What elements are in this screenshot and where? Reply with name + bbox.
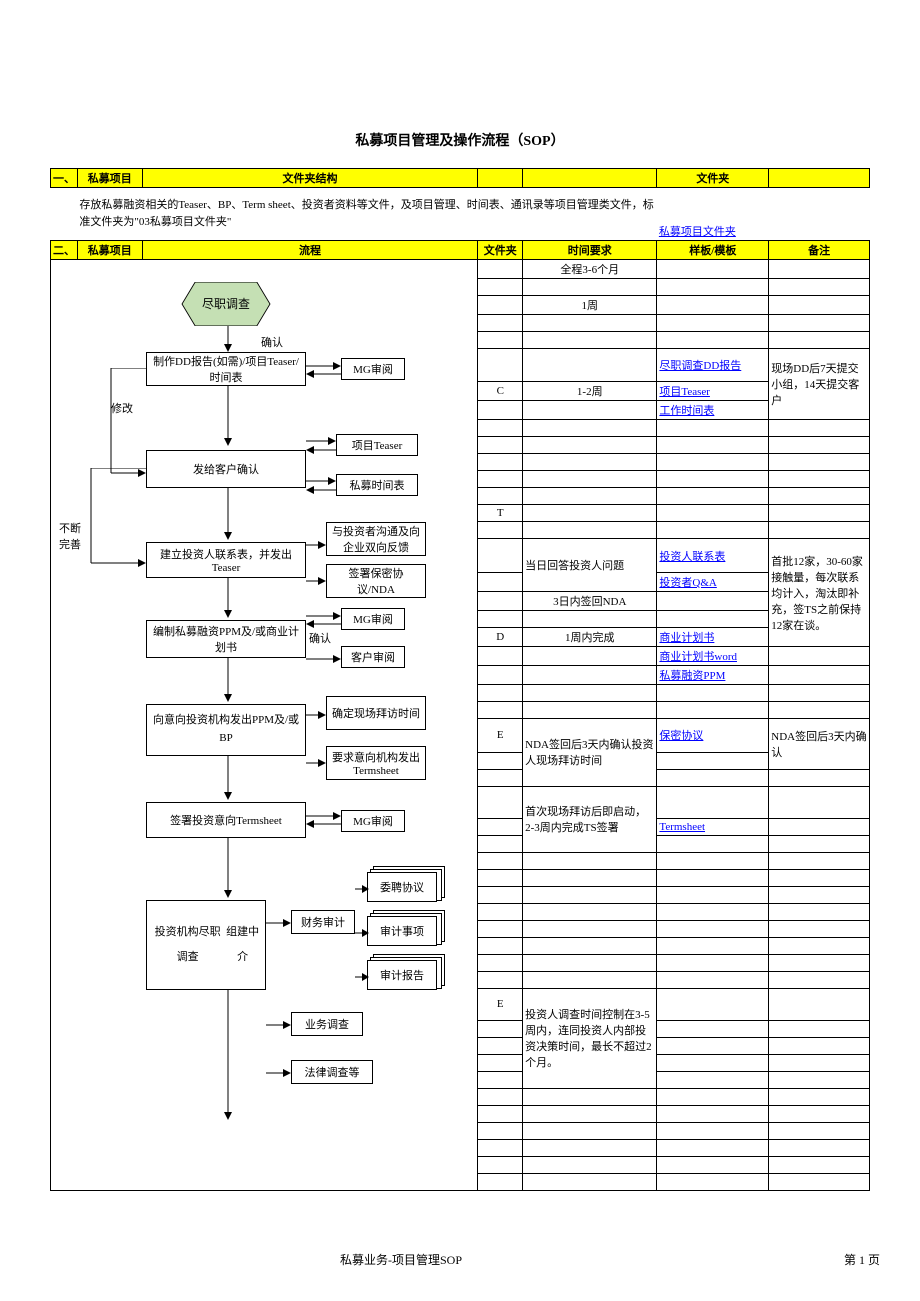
folder-c: C (478, 382, 523, 401)
folder-e2: E (478, 988, 523, 1020)
s1-desc: 存放私募融资相关的Teaser、BP、Term sheet、投资者资料等文件，及… (77, 188, 657, 241)
s1-right: 文件夹 (657, 169, 769, 188)
time-r1: 全程3-6个月 (523, 259, 657, 278)
link-bp-word[interactable]: 商业计划书word (659, 651, 737, 663)
link-dd-report[interactable]: 尽职调查DD报告 (659, 360, 741, 372)
s1-center: 文件夹结构 (142, 169, 478, 188)
s2-remark: 备注 (769, 240, 870, 259)
time-r14: 首次现场拜访后即启动，2-3周内完成TS签署 (523, 786, 657, 852)
s2-template: 样板/模板 (657, 240, 769, 259)
lbl-confirm2: 确认 (309, 630, 331, 646)
link-investor-qa[interactable]: 投资者Q&A (659, 577, 716, 589)
remark-r7: 首批12家，30-60家接触量，每次联系均计入，淘汰即补充，签TS之前保持12家… (769, 539, 870, 647)
s1-blank3 (769, 169, 870, 188)
box-audit-items: 审计事项 (367, 916, 437, 946)
time-r7: 当日回答投资人问题 (523, 539, 657, 592)
box-mg-review1: MG审阅 (341, 358, 405, 380)
time-r13: NDA签回后3天内确认投资人现场拜访时间 (523, 719, 657, 787)
link-schedule[interactable]: 工作时间表 (659, 405, 714, 417)
s2-flow: 流程 (142, 240, 478, 259)
link-bp[interactable]: 商业计划书 (659, 632, 714, 644)
lbl-confirm1: 确认 (261, 334, 283, 350)
box-fin-audit: 财务审计 (291, 910, 355, 934)
s2-label: 私募项目 (77, 240, 142, 259)
time-r9: 3日内签回NDA (523, 592, 657, 611)
footer-left: 私募业务-项目管理SOP (340, 1251, 462, 1268)
box-invest-comm: 与投资者沟通及向企业双向反馈 (326, 522, 426, 556)
link-teaser[interactable]: 项目Teaser (659, 386, 710, 398)
s2-time: 时间要求 (523, 240, 657, 259)
box-pe-schedule: 私募时间表 (336, 474, 418, 496)
link-termsheet[interactable]: Termsheet (659, 821, 705, 833)
box-client-review: 客户审阅 (341, 646, 405, 668)
box-send-ppm: 向意向投资机构发出PPM及/或BP (146, 704, 306, 756)
box-req-ts: 要求意向机构发出Termsheet (326, 746, 426, 780)
time-r4: 1-2周 (523, 382, 657, 401)
link-ppm[interactable]: 私募融资PPM (659, 670, 725, 682)
box-send-client: 发给客户确认 (146, 450, 306, 488)
s1-label: 私募项目 (77, 169, 142, 188)
link-investor-list[interactable]: 投资人联系表 (659, 551, 725, 563)
remark-r13: NDA签回后3天内确认 (769, 719, 870, 770)
box-build-list: 建立投资人联系表，并发出Teaser (146, 542, 306, 578)
box-invest-dd: 投资机构尽职调查 组建中介 (146, 900, 266, 990)
link-nda[interactable]: 保密协议 (659, 730, 703, 742)
box-sign-ts: 签署投资意向Termsheet (146, 802, 306, 838)
box-mg-review3: MG审阅 (341, 810, 405, 832)
hex-dd: 尽职调查 (181, 282, 271, 326)
box-legal-dd: 法律调查等 (291, 1060, 373, 1084)
flowchart-cell: 尽职调查 确认 制作DD报告(如需)/项目Teaser/时间表 MG审阅 修改 (51, 259, 478, 1190)
folder-e1: E (478, 719, 523, 753)
s2-num: 二、 (51, 240, 78, 259)
box-dd-report: 制作DD报告(如需)/项目Teaser/时间表 (146, 352, 306, 386)
time-r10: 1周内完成 (523, 628, 657, 647)
page-title: 私募项目管理及操作流程（SOP） (50, 130, 870, 150)
box-biz-dd: 业务调查 (291, 1012, 363, 1036)
time-r2: 1周 (523, 295, 657, 314)
s2-folder: 文件夹 (478, 240, 523, 259)
box-engage: 委聘协议 (367, 872, 437, 902)
s1-blank1 (478, 169, 523, 188)
main-table: 一、 私募项目 文件夹结构 文件夹 存放私募融资相关的Teaser、BP、Ter… (50, 168, 870, 1191)
footer-right: 第 1 页 (844, 1251, 880, 1268)
box-sign-nda: 签署保密协议/NDA (326, 564, 426, 598)
folder-d: D (478, 628, 523, 647)
box-mg-review2: MG审阅 (341, 608, 405, 630)
folder-t: T (478, 505, 523, 522)
s1-num: 一、 (51, 169, 78, 188)
box-confirm-visit: 确定现场拜访时间 (326, 696, 426, 730)
box-audit-report: 审计报告 (367, 960, 437, 990)
box-proj-teaser: 项目Teaser (336, 434, 418, 456)
s1-blank2 (523, 169, 657, 188)
box-make-ppm: 编制私募融资PPM及/或商业计划书 (146, 620, 306, 658)
link-pe-folder[interactable]: 私募项目文件夹 (659, 226, 736, 238)
time-r15: 投资人调查时间控制在3-5周内，连同投资人内部投资决策时间，最长不超过2个月。 (523, 988, 657, 1088)
remark-r3: 现场DD后7天提交小组，14天提交客户 (769, 348, 870, 420)
